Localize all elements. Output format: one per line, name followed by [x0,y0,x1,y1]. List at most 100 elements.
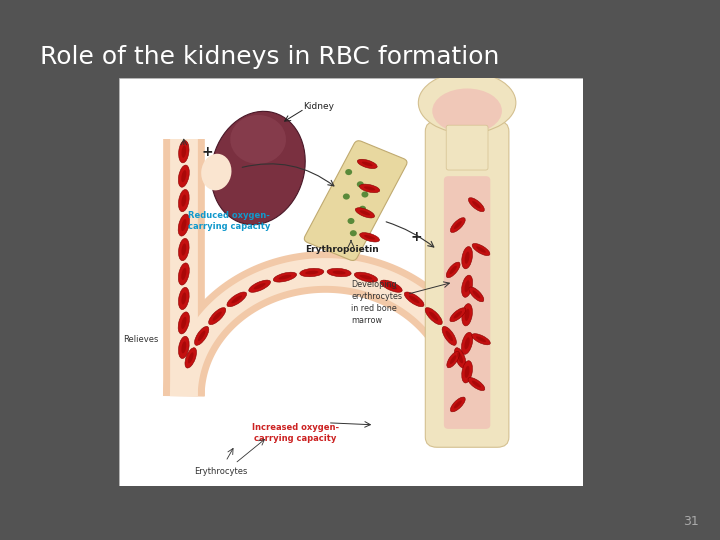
Ellipse shape [462,275,472,298]
Ellipse shape [462,332,473,354]
FancyBboxPatch shape [446,125,488,170]
Ellipse shape [179,165,189,187]
Ellipse shape [462,247,472,269]
Ellipse shape [350,230,357,237]
Ellipse shape [181,268,186,280]
Ellipse shape [360,210,370,215]
Ellipse shape [181,244,186,255]
Ellipse shape [178,214,189,236]
Ellipse shape [380,280,402,292]
Ellipse shape [343,193,350,200]
Ellipse shape [472,201,481,208]
Ellipse shape [179,263,189,285]
Text: Erythrocytes: Erythrocytes [194,467,248,476]
Ellipse shape [212,312,222,321]
Text: Role of the kidneys in RBC formation: Role of the kidneys in RBC formation [40,45,499,69]
Ellipse shape [432,89,502,133]
Text: Kidney: Kidney [303,103,334,111]
Ellipse shape [472,381,481,388]
Ellipse shape [185,348,197,368]
Ellipse shape [472,244,490,255]
Text: Erythropoietin: Erythropoietin [305,245,379,254]
Ellipse shape [454,348,466,368]
Ellipse shape [305,271,318,274]
Ellipse shape [188,352,194,363]
FancyBboxPatch shape [444,176,490,429]
Ellipse shape [357,159,377,168]
Ellipse shape [279,275,292,280]
Ellipse shape [447,352,459,368]
Ellipse shape [385,283,397,289]
Ellipse shape [405,292,424,307]
Ellipse shape [181,341,186,354]
Ellipse shape [231,295,242,303]
Text: 31: 31 [683,515,698,528]
Ellipse shape [359,275,372,280]
Ellipse shape [362,161,373,166]
Ellipse shape [345,169,352,175]
Ellipse shape [181,194,186,207]
Ellipse shape [450,355,456,364]
Text: Relieves: Relieves [123,335,159,344]
Ellipse shape [181,317,186,329]
Ellipse shape [457,352,463,363]
Ellipse shape [360,233,379,242]
Ellipse shape [179,238,189,261]
Ellipse shape [464,366,469,378]
Text: Developing
erythrocytes
in red bone
marrow: Developing erythrocytes in red bone marr… [351,280,402,325]
Ellipse shape [464,309,469,321]
Ellipse shape [274,272,297,282]
Ellipse shape [464,280,469,292]
FancyBboxPatch shape [426,121,509,447]
Ellipse shape [446,262,460,278]
Ellipse shape [462,303,472,326]
Ellipse shape [476,246,486,253]
Ellipse shape [476,336,486,342]
Ellipse shape [359,206,366,212]
Ellipse shape [181,219,186,231]
Ellipse shape [227,292,247,307]
Ellipse shape [464,338,469,349]
Ellipse shape [230,115,286,164]
Ellipse shape [179,190,189,212]
Ellipse shape [357,181,364,187]
Ellipse shape [179,336,189,359]
Ellipse shape [469,198,485,212]
Ellipse shape [209,308,226,325]
Ellipse shape [426,308,442,325]
Ellipse shape [462,361,472,383]
Ellipse shape [446,330,453,341]
Ellipse shape [454,401,462,408]
FancyBboxPatch shape [446,136,488,168]
Ellipse shape [178,312,189,334]
Ellipse shape [181,146,186,158]
Ellipse shape [429,312,438,321]
Text: +: + [201,145,213,159]
FancyBboxPatch shape [305,141,407,260]
Ellipse shape [472,334,490,345]
Ellipse shape [454,311,462,319]
Ellipse shape [468,377,485,390]
Ellipse shape [451,397,465,412]
Ellipse shape [300,268,324,276]
Ellipse shape [354,272,377,282]
Ellipse shape [179,140,189,163]
Ellipse shape [418,72,516,133]
Ellipse shape [201,154,231,191]
Ellipse shape [181,170,186,182]
Ellipse shape [198,330,205,341]
Ellipse shape [181,292,186,305]
Ellipse shape [333,271,346,274]
Text: Reduced oxygen-
carrying capacity: Reduced oxygen- carrying capacity [189,211,271,232]
Ellipse shape [469,287,484,302]
Ellipse shape [327,268,351,276]
Text: +: + [410,230,422,244]
Ellipse shape [409,295,420,303]
Ellipse shape [364,235,375,240]
Ellipse shape [442,326,456,346]
Ellipse shape [211,111,305,225]
Ellipse shape [450,308,466,322]
Ellipse shape [449,266,456,274]
Ellipse shape [179,287,189,309]
Ellipse shape [248,280,271,292]
